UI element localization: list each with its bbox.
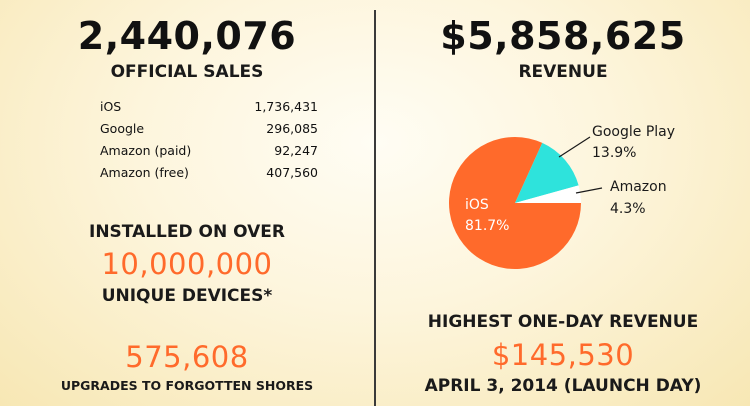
sales-platform: iOS — [100, 99, 122, 114]
upgrades-label: UPGRADES TO FORGOTTEN SHORES — [60, 378, 314, 393]
peak-revenue-value: $145,530 — [491, 338, 635, 372]
google-play-percent: 13.9% — [592, 145, 636, 161]
official-sales-label: OFFICIAL SALES — [110, 62, 264, 82]
sales-row-google: Google 296,085 — [100, 118, 318, 140]
sales-platform: Amazon (paid) — [100, 143, 192, 158]
pie-slices — [449, 137, 581, 269]
peak-revenue-label: HIGHEST ONE-DAY REVENUE — [427, 312, 699, 332]
sales-platform: Google — [100, 121, 145, 136]
peak-revenue-date: APRIL 3, 2014 (LAUNCH DAY) — [424, 376, 702, 396]
pie-slice-amazon — [515, 185, 581, 203]
google-play-label: Google Play — [592, 124, 675, 140]
installs-number: 10,000,000 — [101, 247, 273, 281]
installs-line1: INSTALLED ON OVER — [89, 222, 285, 242]
sales-value: 1,736,431 — [254, 99, 318, 114]
amazon-label: Amazon — [610, 179, 667, 195]
official-sales-total: 2,440,076 — [77, 14, 297, 58]
installs-line2: UNIQUE DEVICES* — [101, 286, 273, 306]
sales-panel: 2,440,076 OFFICIAL SALES iOS 1,736,431 G… — [0, 0, 374, 406]
google-play-leader-line — [558, 136, 591, 158]
sales-value: 407,560 — [266, 165, 318, 180]
revenue-total: $5,858,625 — [440, 14, 686, 58]
revenue-label: REVENUE — [518, 62, 608, 82]
revenue-panel: $5,858,625 REVENUE Google Play 13.9% Ama… — [376, 0, 750, 406]
ios-label: iOS — [465, 197, 489, 213]
sales-platform: Amazon (free) — [100, 165, 189, 180]
revenue-pie-chart: Google Play 13.9% Amazon 4.3% iOS 81.7% — [449, 124, 675, 269]
sales-row-ios: iOS 1,736,431 — [100, 96, 318, 118]
sales-row-amazon-paid: Amazon (paid) 92,247 — [100, 140, 318, 162]
upgrades-number: 575,608 — [125, 340, 249, 374]
ios-percent: 81.7% — [465, 218, 509, 234]
center-divider — [374, 10, 376, 406]
amazon-leader-line — [575, 187, 603, 194]
amazon-percent: 4.3% — [610, 201, 646, 217]
pie-slice-google-play — [515, 142, 579, 203]
sales-value: 92,247 — [274, 143, 318, 158]
sales-breakdown-table: iOS 1,736,431 Google 296,085 Amazon (pai… — [100, 96, 318, 184]
sales-value: 296,085 — [266, 121, 318, 136]
sales-row-amazon-free: Amazon (free) 407,560 — [100, 162, 318, 184]
